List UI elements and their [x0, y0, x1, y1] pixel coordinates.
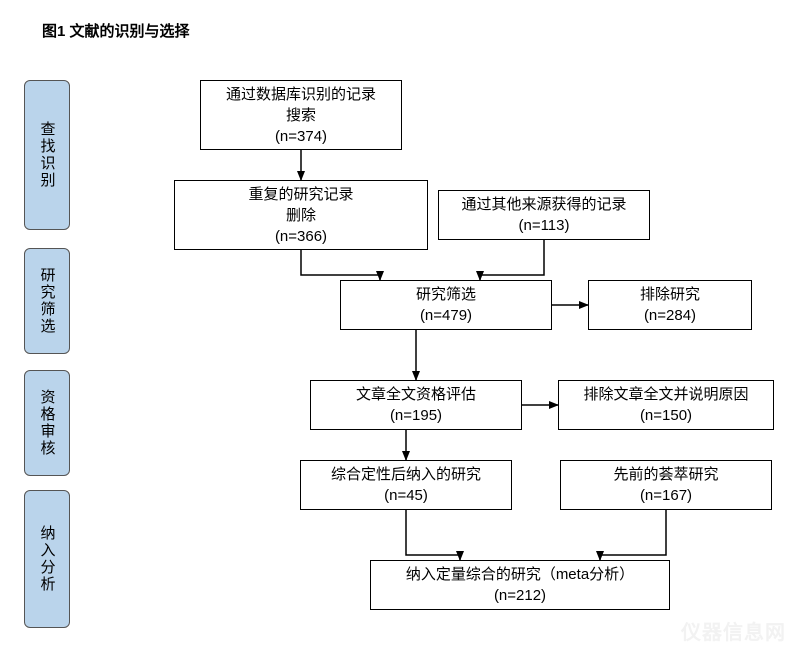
- watermark: 仪器信息网: [681, 616, 786, 645]
- n-dup: 重复的研究记录删除(n=366): [174, 180, 428, 250]
- n-exclude2: 排除文章全文并说明原因(n=150): [558, 380, 774, 430]
- a-qual-meta: [406, 510, 460, 560]
- n-other: 通过其他来源获得的记录(n=113): [438, 190, 650, 240]
- n-screen: 研究筛选(n=479): [340, 280, 552, 330]
- a-dup-screen: [301, 250, 380, 280]
- stage-screening: 研究筛选: [24, 248, 70, 354]
- stage-eligibility: 资格审核: [24, 370, 70, 476]
- figure-title: 图1 文献的识别与选择: [42, 20, 190, 41]
- n-exclude1: 排除研究(n=284): [588, 280, 752, 330]
- n-meta: 纳入定量综合的研究（meta分析）(n=212): [370, 560, 670, 610]
- n-db: 通过数据库识别的记录搜索(n=374): [200, 80, 402, 150]
- a-other-screen: [480, 240, 544, 280]
- stage-included: 纳入分析: [24, 490, 70, 628]
- n-qual: 综合定性后纳入的研究(n=45): [300, 460, 512, 510]
- n-prior: 先前的荟萃研究(n=167): [560, 460, 772, 510]
- n-fulltext: 文章全文资格评估(n=195): [310, 380, 522, 430]
- a-prior-meta: [600, 510, 666, 560]
- stage-identify: 查找识别: [24, 80, 70, 230]
